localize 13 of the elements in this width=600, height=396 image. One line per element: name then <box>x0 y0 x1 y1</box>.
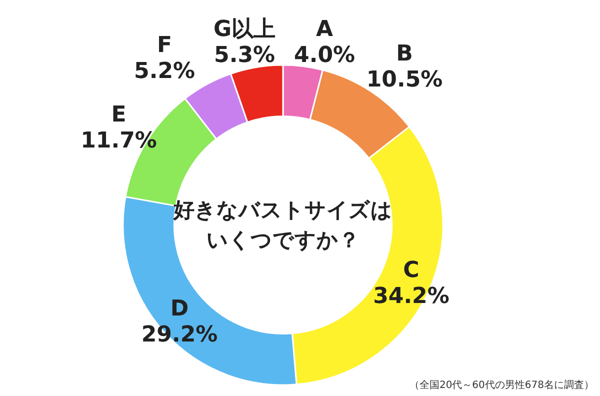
slice-label: G以上 <box>214 17 276 42</box>
slice-label: C <box>403 258 420 284</box>
slice-label: F <box>157 33 172 58</box>
slice-label: B <box>396 41 413 66</box>
data-label: 5.3% <box>214 43 276 68</box>
data-label: 5.2% <box>134 59 196 84</box>
slice-label: E <box>111 102 126 128</box>
text: 好きなバストサイズはいくつですか？ <box>172 198 392 252</box>
text: （全国20代～60代の男性678名に調査） <box>409 379 594 391</box>
slice-label: A <box>316 17 334 42</box>
data-label: 10.5% <box>366 67 443 92</box>
slice-label: D <box>170 296 189 322</box>
data-label: 4.0% <box>294 43 356 68</box>
